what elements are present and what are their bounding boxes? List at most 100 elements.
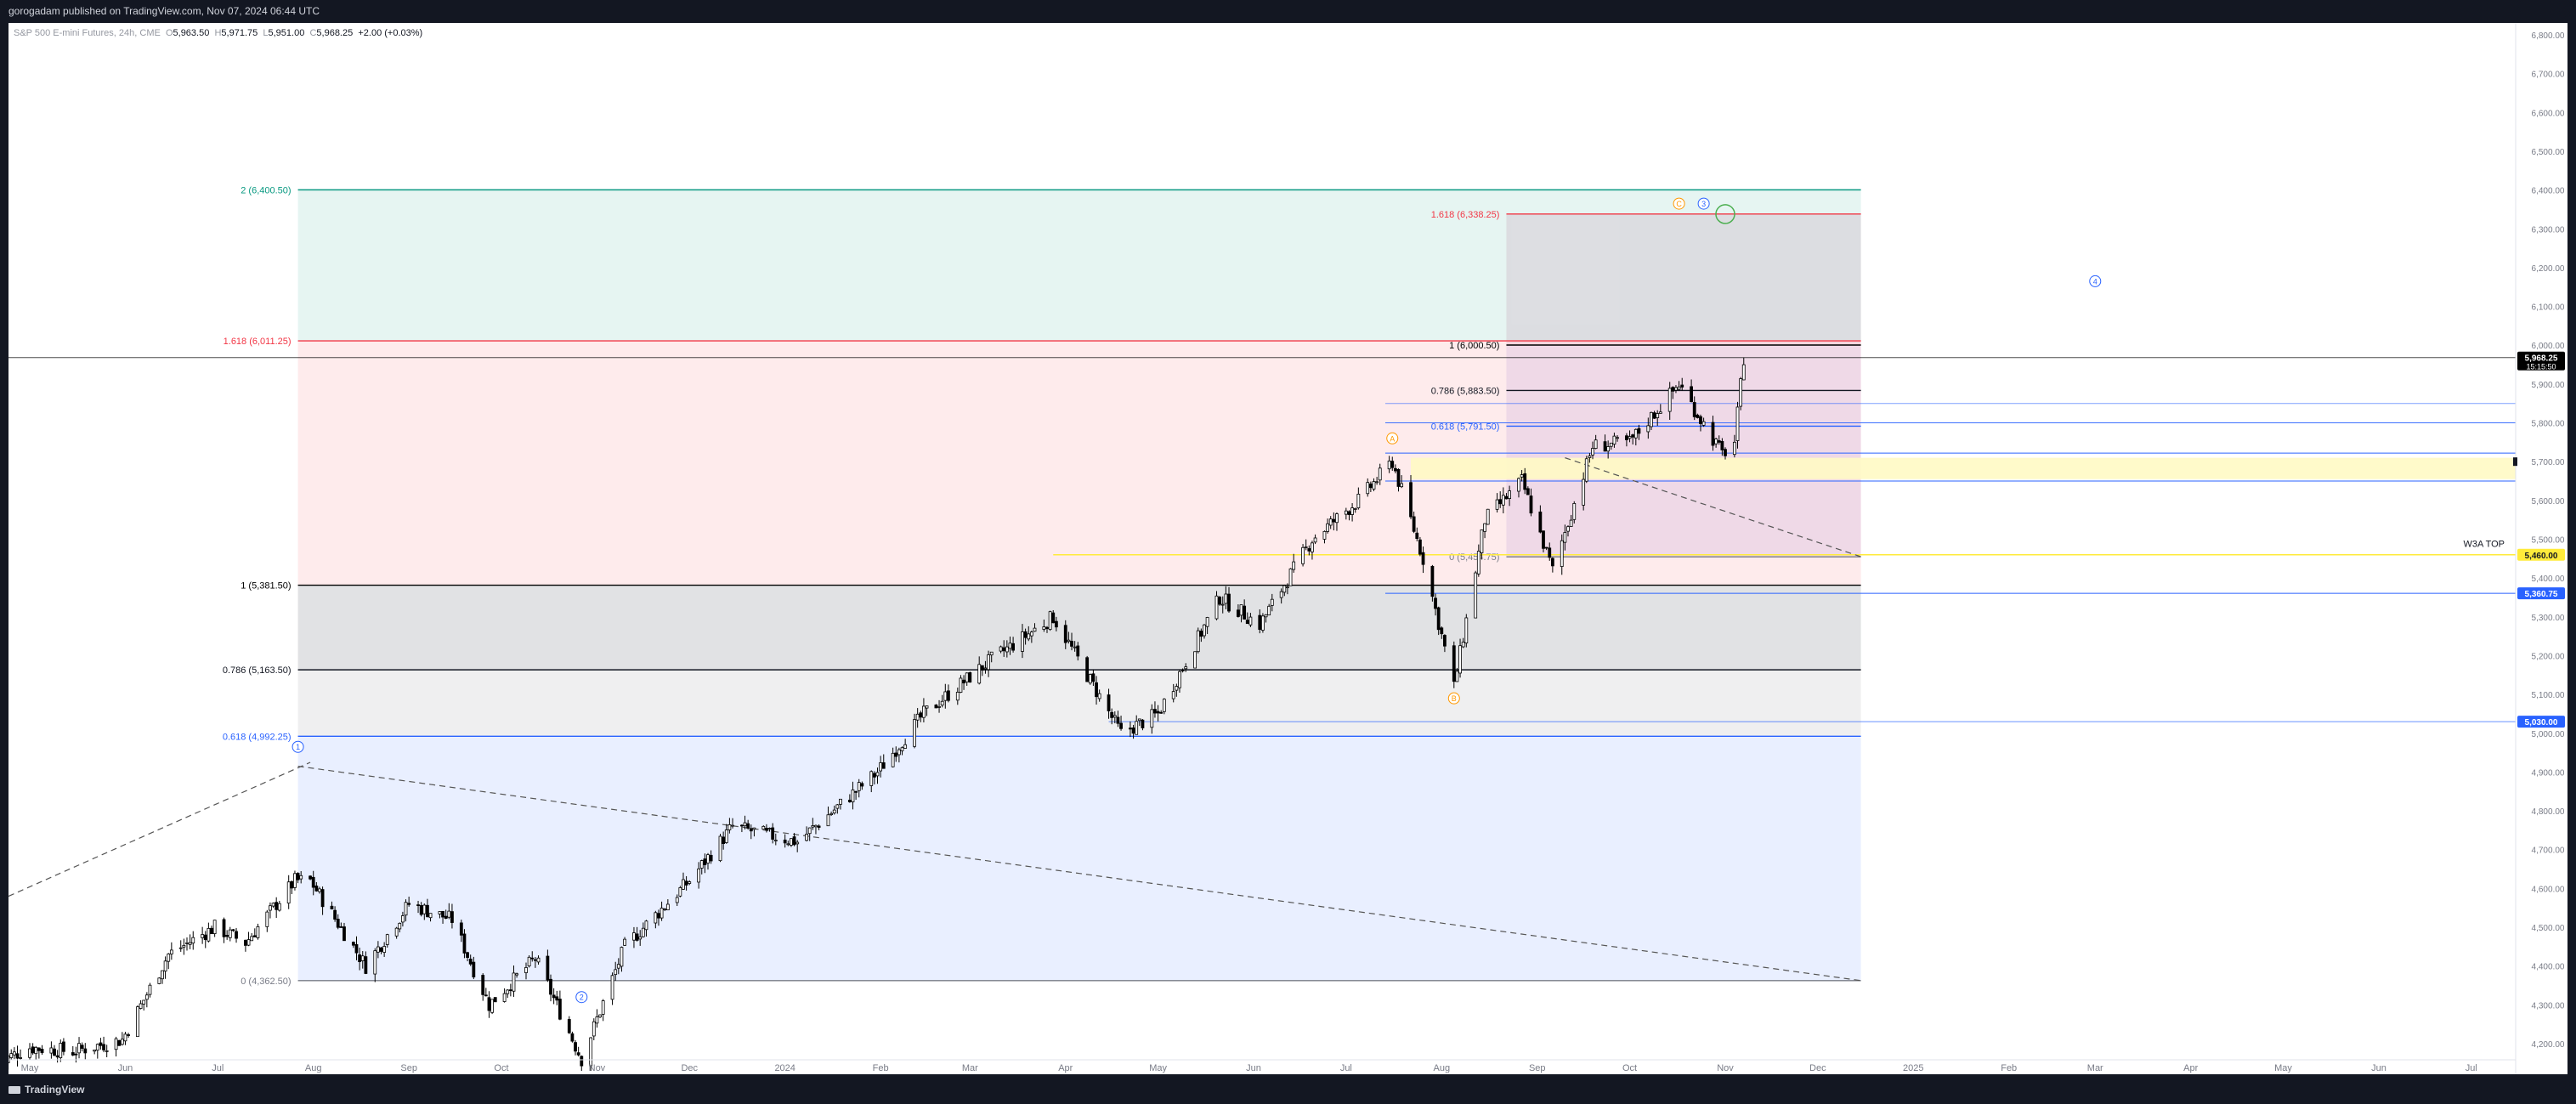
x-tick-label: Jul xyxy=(212,1063,224,1073)
candle-body xyxy=(148,984,152,995)
candle-body xyxy=(937,706,941,708)
x-tick-label: Mar xyxy=(2087,1063,2103,1073)
candle-body xyxy=(53,1048,56,1056)
candle-body xyxy=(59,1043,63,1058)
candle-body xyxy=(1301,546,1305,564)
wave-label-4: 4 xyxy=(2093,277,2098,286)
candle-body xyxy=(934,705,938,709)
fib2-zone-main xyxy=(1506,345,1861,558)
candle-body xyxy=(1205,617,1209,627)
candle-body xyxy=(250,936,254,942)
candle-body xyxy=(459,922,463,936)
candle-body xyxy=(1350,507,1354,515)
candle-body xyxy=(49,1047,54,1054)
candle-body xyxy=(157,977,161,984)
candle-body xyxy=(1724,449,1727,456)
candle-body xyxy=(1196,630,1200,653)
price-badge-1 xyxy=(2517,548,2565,561)
candle-body xyxy=(207,927,211,942)
candle-body xyxy=(675,897,679,903)
y-tick-label: 4,200.00 xyxy=(2532,1040,2565,1050)
candle-body xyxy=(1452,645,1456,682)
y-tick-label: 5,900.00 xyxy=(2532,381,2565,390)
candle-body xyxy=(663,909,667,911)
candle-body xyxy=(826,814,830,827)
candle-body xyxy=(15,1053,20,1059)
candle-body xyxy=(728,824,732,830)
candle-body xyxy=(589,1037,593,1067)
wave-marker-2 xyxy=(575,991,588,1004)
candle-body xyxy=(120,1039,124,1045)
y-tick-label: 5,300.00 xyxy=(2532,614,2565,623)
price-badge-2 xyxy=(2517,587,2565,600)
wave-label-B: B xyxy=(1452,694,1457,703)
wave-label-C: C xyxy=(1676,200,1682,208)
candle-body xyxy=(1335,513,1339,524)
candle-body xyxy=(1005,646,1009,653)
x-tick-label: Jun xyxy=(1246,1063,1261,1073)
candle-body xyxy=(527,956,531,967)
y-tick-label: 4,900.00 xyxy=(2532,768,2565,778)
tradingview-logo[interactable]: TradingView xyxy=(8,1084,84,1096)
candle-body xyxy=(1023,631,1028,638)
candle-body xyxy=(1421,552,1425,565)
candle-body xyxy=(795,841,800,845)
candle-body xyxy=(99,1042,103,1046)
candle-body xyxy=(740,824,744,827)
x-tick-label: Jul xyxy=(2466,1063,2477,1073)
candle-body xyxy=(1051,612,1056,624)
candle-body xyxy=(595,1016,599,1024)
candle-body xyxy=(635,933,639,941)
candle-body xyxy=(983,667,988,670)
candle-body xyxy=(724,829,728,843)
candle-body xyxy=(37,1047,41,1051)
candle-body xyxy=(959,677,963,693)
candle-body xyxy=(638,936,643,940)
candle-body xyxy=(1542,530,1545,549)
y-tick-label: 4,600.00 xyxy=(2532,885,2565,894)
candle-body xyxy=(404,902,408,916)
support-band xyxy=(1411,457,2516,479)
candle-body xyxy=(771,827,775,840)
candle-body xyxy=(293,873,297,888)
price-chart[interactable]: 2 (6,400.50) 1.618 (6,011.25) 1 (5,381.50)… xyxy=(8,23,2568,1074)
x-tick-label: Dec xyxy=(1809,1063,1826,1073)
x-tick-label: Aug xyxy=(1434,1063,1451,1073)
candle-body xyxy=(314,886,319,892)
candle-body xyxy=(212,920,217,934)
candle-body xyxy=(74,1053,78,1056)
candle-body xyxy=(1119,722,1123,729)
candle-body xyxy=(623,938,626,946)
candle-body xyxy=(829,812,833,815)
fib2-level-label-3: 0.618 (5,791.50) xyxy=(1431,422,1500,432)
candle-body xyxy=(1628,436,1632,439)
candle-body xyxy=(665,903,670,911)
chart-panel[interactable]: 2 (6,400.50) 1.618 (6,011.25) 1 (5,381.50)… xyxy=(8,23,2568,1074)
candle-body xyxy=(1396,468,1401,487)
y-tick-label: 5,100.00 xyxy=(2532,691,2565,700)
candle-body xyxy=(354,944,359,954)
candle-body xyxy=(1282,585,1287,593)
candle-body xyxy=(161,970,164,980)
candle-body xyxy=(644,920,648,931)
candle-body xyxy=(530,957,535,960)
x-tick-label: Jun xyxy=(118,1063,133,1073)
candle-body xyxy=(1218,597,1222,605)
candle-body xyxy=(955,692,960,701)
candle-body xyxy=(201,934,205,938)
y-tick-label: 6,200.00 xyxy=(2532,264,2565,274)
candle-body xyxy=(1311,542,1314,552)
wave-marker-1 xyxy=(292,740,304,753)
candle-body xyxy=(722,836,726,845)
candle-body xyxy=(311,876,315,888)
candle-body xyxy=(1021,631,1024,652)
candle-body xyxy=(1609,442,1613,447)
candle-body xyxy=(191,937,195,944)
candle-body xyxy=(394,927,399,937)
trendline-lower xyxy=(297,765,1861,982)
candle-body xyxy=(610,975,614,1000)
candle-body xyxy=(1483,523,1486,532)
candle-body xyxy=(746,823,750,829)
x-tick-label: Oct xyxy=(494,1063,508,1073)
candle-body xyxy=(1474,572,1478,619)
